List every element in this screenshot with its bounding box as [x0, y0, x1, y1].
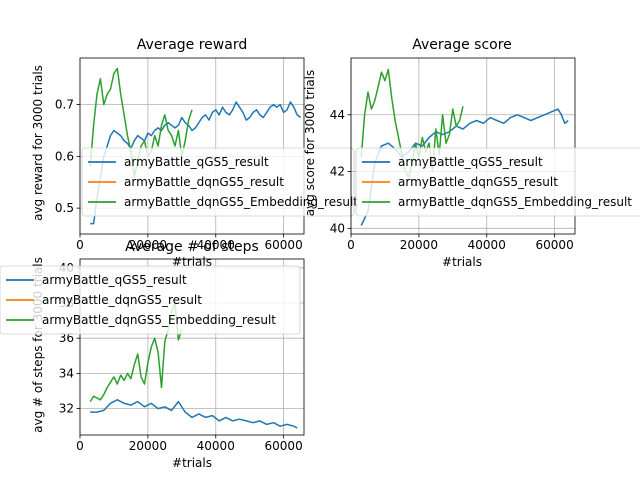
chart-title: Average score [412, 37, 512, 53]
legend-label-0: armyBattle_qGS5_result [398, 155, 543, 169]
y-axis-label: avg reward for 3000 trials [31, 65, 45, 221]
chart-title: Average reward [137, 37, 247, 53]
y-axis-label: avg score for 3000 trials [303, 70, 317, 217]
legend-label-0: armyBattle_qGS5_result [42, 273, 187, 287]
legend: armyBattle_qGS5_result armyBattle_dqnGS5_… [81, 147, 358, 217]
chart-average-reward: Average reward #trials avg reward for 30… [31, 37, 358, 269]
x-tick-label: 60000 [536, 238, 574, 252]
y-tick-label: 0.7 [55, 98, 74, 112]
x-axis-label: #trials [442, 255, 482, 269]
chart-average-steps: Average # of steps #trials avg # of step… [0, 239, 305, 470]
series-line-0 [90, 399, 298, 429]
y-tick-label: 40 [330, 221, 345, 235]
y-tick-label: 44 [330, 108, 345, 122]
x-tick-label: 60000 [265, 238, 303, 252]
x-tick-label: 20000 [129, 439, 167, 453]
series-line-2 [89, 302, 183, 403]
x-tick-label: 0 [76, 439, 84, 453]
legend-label-0: armyBattle_qGS5_result [124, 155, 269, 169]
x-tick-label: 0 [347, 238, 355, 252]
legend: armyBattle_qGS5_result armyBattle_dqnGS5_… [355, 147, 640, 217]
legend: armyBattle_qGS5_result armyBattle_dqnGS5_… [0, 265, 301, 335]
x-tick-label: 40000 [468, 238, 506, 252]
legend-box [355, 147, 640, 217]
series-line-0 [90, 101, 302, 225]
legend-label-2: armyBattle_dqnGS5_Embedding_result [42, 313, 276, 327]
plot-frame [79, 258, 305, 436]
y-tick-label: 0.5 [55, 201, 74, 215]
legend-label-2: armyBattle_dqnGS5_Embedding_result [398, 195, 632, 209]
plot-frame [350, 57, 576, 235]
chart-average-score: Average score #trials avg score for 3000… [303, 37, 640, 269]
x-tick-label: 40000 [197, 238, 235, 252]
chart-title: Average # of steps [125, 239, 259, 255]
y-tick-label: 42 [330, 165, 345, 179]
legend-label-1: armyBattle_dqnGS5_result [42, 293, 202, 307]
plot-frame [79, 57, 305, 235]
y-tick-label: 32 [59, 402, 74, 416]
legend-label-1: armyBattle_dqnGS5_result [124, 175, 284, 189]
x-tick-label: 20000 [129, 238, 167, 252]
y-tick-label: 36 [59, 331, 74, 345]
x-tick-label: 20000 [400, 238, 438, 252]
x-axis-label: #trials [172, 255, 212, 269]
legend-label-1: armyBattle_dqnGS5_result [398, 175, 558, 189]
legend-label-2: armyBattle_dqnGS5_Embedding_result [124, 195, 358, 209]
x-tick-label: 0 [76, 238, 84, 252]
x-tick-label: 40000 [197, 439, 235, 453]
y-tick-label: 0.6 [55, 149, 74, 163]
y-tick-label: 34 [59, 366, 74, 380]
x-axis-label: #trials [172, 456, 212, 470]
series-line-2 [89, 67, 193, 178]
legend-box [81, 147, 355, 217]
x-tick-label: 60000 [265, 439, 303, 453]
legend-box [0, 265, 301, 335]
